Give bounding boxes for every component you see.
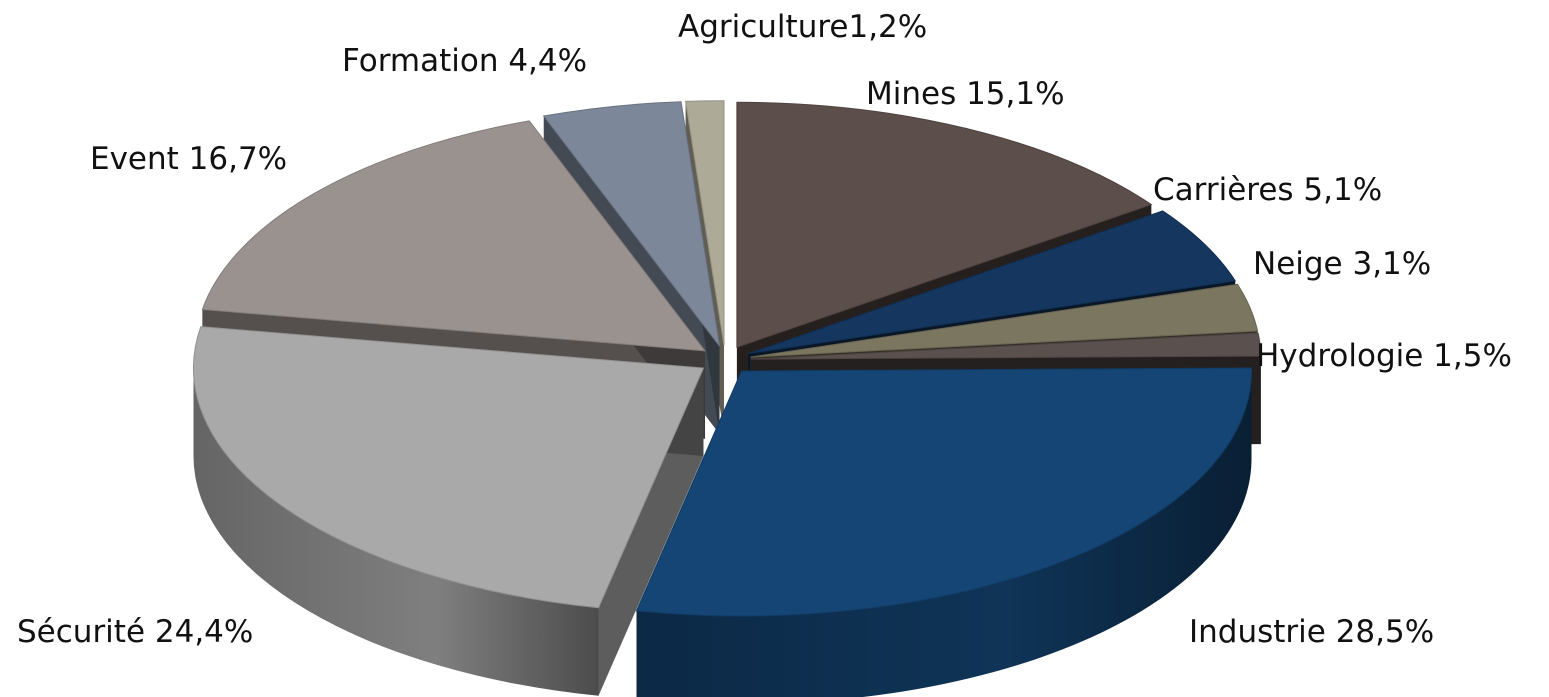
slice-industrie xyxy=(635,367,1252,697)
label-industrie: Industrie 28,5% xyxy=(1189,614,1435,650)
slice-securite xyxy=(193,326,705,696)
label-agriculture: Agriculture1,2% xyxy=(678,9,928,45)
label-formation: Formation 4,4% xyxy=(342,43,588,79)
label-securite: Sécurité 24,4% xyxy=(17,614,254,650)
label-mines: Mines 15,1% xyxy=(866,76,1065,112)
label-neige: Neige 3,1% xyxy=(1253,246,1432,282)
label-carrieres: Carrières 5,1% xyxy=(1153,172,1383,208)
label-event: Event 16,7% xyxy=(90,141,288,177)
label-hydrologie: Hydrologie 1,5% xyxy=(1256,338,1512,374)
